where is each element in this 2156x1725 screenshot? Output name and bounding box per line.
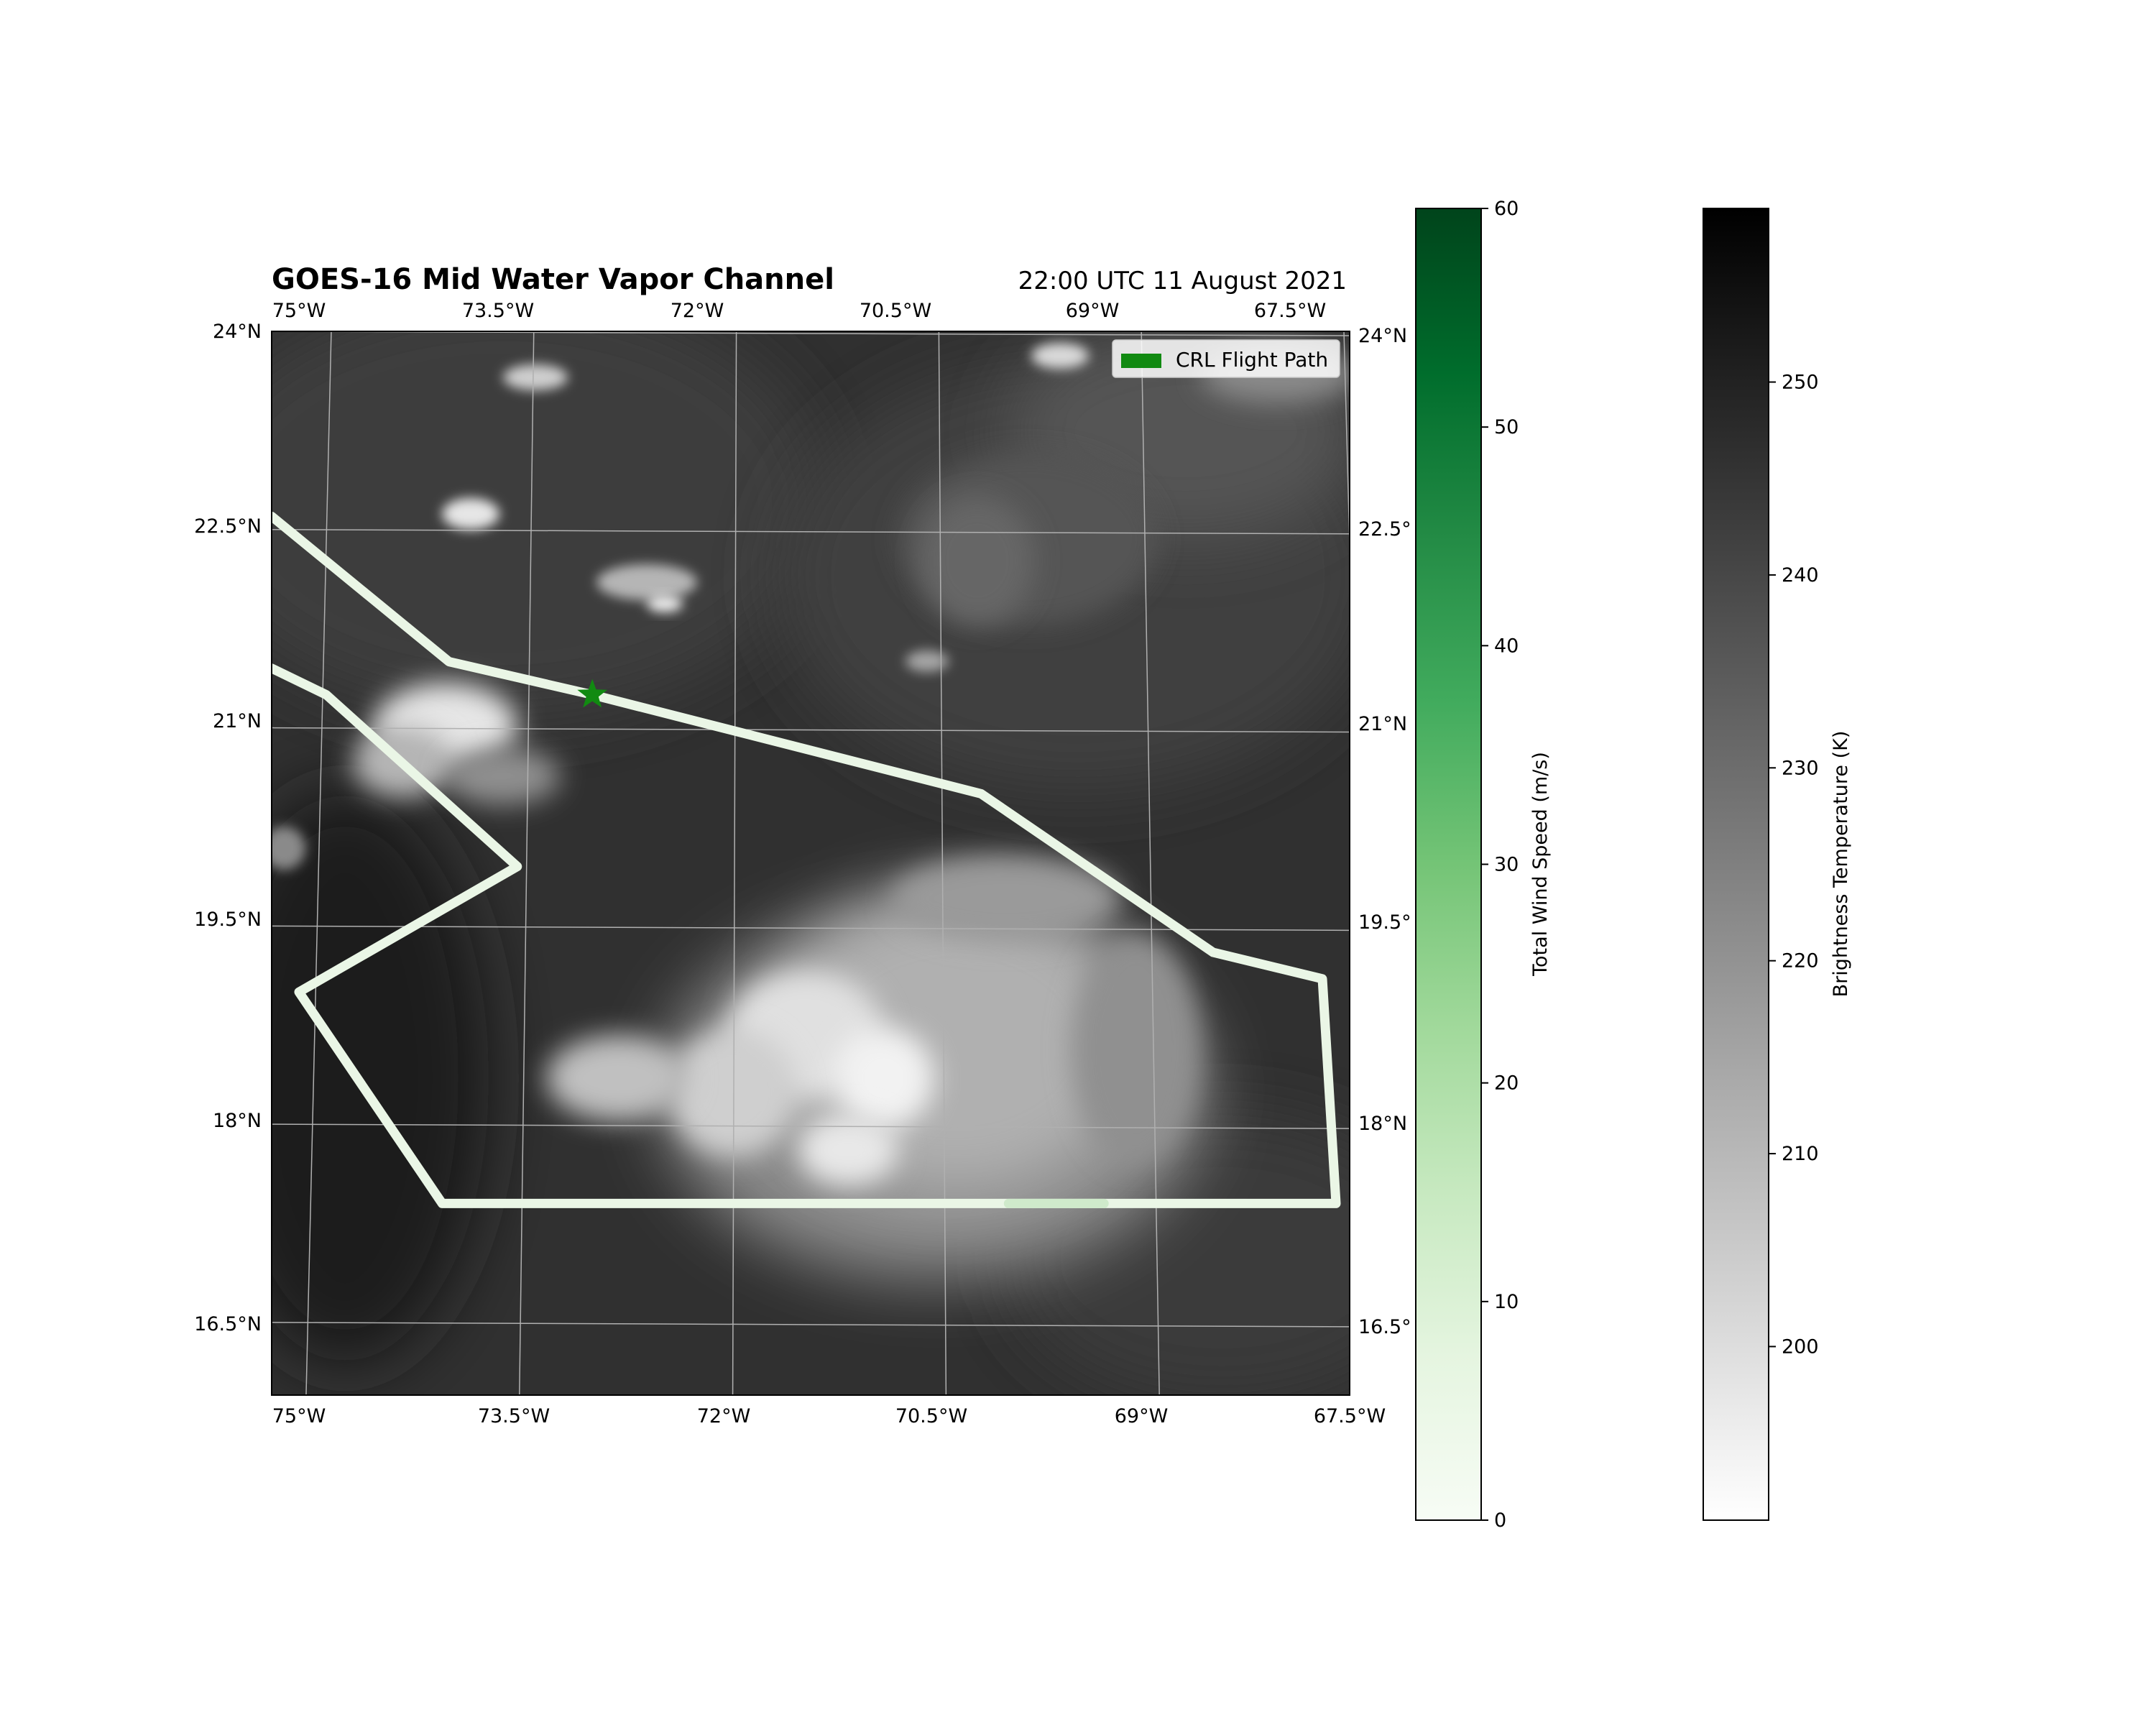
colorbar-wind-speed: 0 10 20 30 40 50 60 Total Wind Speed (m/s) <box>1415 198 1552 1532</box>
bottom-lon-label: 70.5°W <box>895 1405 967 1427</box>
top-lon-label: 75°W <box>272 300 326 322</box>
right-lat-label: 21°N <box>1358 713 1407 735</box>
right-lat-label: 16.5° <box>1358 1316 1411 1338</box>
colorbar-tick-label: 0 <box>1494 1509 1506 1532</box>
meridian-line <box>305 331 332 1395</box>
bottom-lon-label: 75°W <box>272 1405 326 1427</box>
colorbar-tick-label: 10 <box>1494 1291 1519 1313</box>
colorbar-tick-label: 240 <box>1782 564 1819 586</box>
gridline-labels: 75°W 73.5°W 72°W 70.5°W 69°W 67.5°W 75°W 73.5°W… <box>194 300 1411 1427</box>
bottom-lon-label: 69°W <box>1115 1405 1169 1427</box>
legend-label: CRL Flight Path <box>1176 348 1328 372</box>
map-title: GOES-16 Mid Water Vapor Channel <box>272 263 834 296</box>
left-lat-label: 18°N <box>213 1110 262 1132</box>
colorbar-tick-label: 30 <box>1494 854 1519 876</box>
star-marker-layer <box>577 678 608 708</box>
colorbar-wind-speed-fill <box>1415 208 1482 1521</box>
parallel-line <box>272 1123 1350 1129</box>
top-lon-label: 73.5°W <box>462 300 534 322</box>
colorbar-tick-label: 220 <box>1782 950 1819 972</box>
colorbar-brightness-temperature-fill <box>1703 208 1769 1521</box>
right-lat-label: 18°N <box>1358 1113 1407 1135</box>
legend: CRL Flight Path <box>1112 339 1340 378</box>
top-lon-label: 67.5°W <box>1254 300 1326 322</box>
colorbar-tick-label: 50 <box>1494 416 1519 438</box>
left-lat-label: 22.5°N <box>194 515 262 538</box>
vapor-imagery <box>272 331 1350 1395</box>
parallel-line <box>272 925 1350 932</box>
colorbar-tick-label: 230 <box>1782 757 1819 779</box>
left-lat-label: 19.5°N <box>194 908 262 931</box>
legend-box <box>1112 339 1340 378</box>
colorbar-tick-label: 20 <box>1494 1072 1519 1095</box>
right-lat-label: 19.5° <box>1358 911 1411 934</box>
colorbar-brightness-temperature-label: Brightness Temperature (K) <box>1830 731 1852 998</box>
left-lat-label: 21°N <box>213 710 262 732</box>
left-lat-label: 16.5°N <box>194 1313 262 1335</box>
colorbar-brightness-temperature: 200 210 220 230 240 250 Brightness Temperatur… <box>1703 208 1852 1521</box>
legend-swatch <box>1121 354 1161 368</box>
map-panel <box>272 331 1350 1395</box>
top-lon-label: 69°W <box>1066 300 1120 322</box>
left-lat-label: 24°N <box>213 321 262 343</box>
meridian-line <box>1343 331 1350 564</box>
bottom-lon-label: 67.5°W <box>1314 1405 1386 1427</box>
colorbar-wind-speed-ticks: 0 10 20 30 40 50 60 <box>1481 198 1519 1532</box>
right-lat-label: 24°N <box>1358 325 1407 347</box>
parallel-line <box>272 529 1350 535</box>
parallel-line <box>272 1322 1350 1328</box>
colorbar-wind-speed-label: Total Wind Speed (m/s) <box>1529 752 1552 977</box>
top-lon-label: 72°W <box>671 300 724 322</box>
map-timestamp: 22:00 UTC 11 August 2021 <box>1018 267 1347 295</box>
bottom-lon-label: 73.5°W <box>478 1405 550 1427</box>
map-frame <box>271 331 1350 1396</box>
meridian-line <box>519 331 535 1395</box>
top-lon-label: 70.5°W <box>860 300 931 322</box>
colorbar-tick-label: 60 <box>1494 198 1519 220</box>
colorbar-tick-label: 210 <box>1782 1143 1819 1165</box>
colorbar-tick-label: 200 <box>1782 1335 1819 1358</box>
colorbar-tick-label: 40 <box>1494 635 1519 657</box>
bottom-lon-label: 72°W <box>697 1405 751 1427</box>
star-marker <box>577 678 608 708</box>
meridian-line <box>938 331 947 1395</box>
colorbar-tick-label: 250 <box>1782 372 1819 394</box>
parallel-line <box>272 727 1350 733</box>
meridian-line <box>1141 331 1160 1395</box>
right-lat-label: 22.5° <box>1358 518 1411 540</box>
colorbar-brightness-temperature-ticks: 200 210 220 230 240 250 <box>1769 372 1819 1358</box>
meridian-line <box>732 331 737 1395</box>
